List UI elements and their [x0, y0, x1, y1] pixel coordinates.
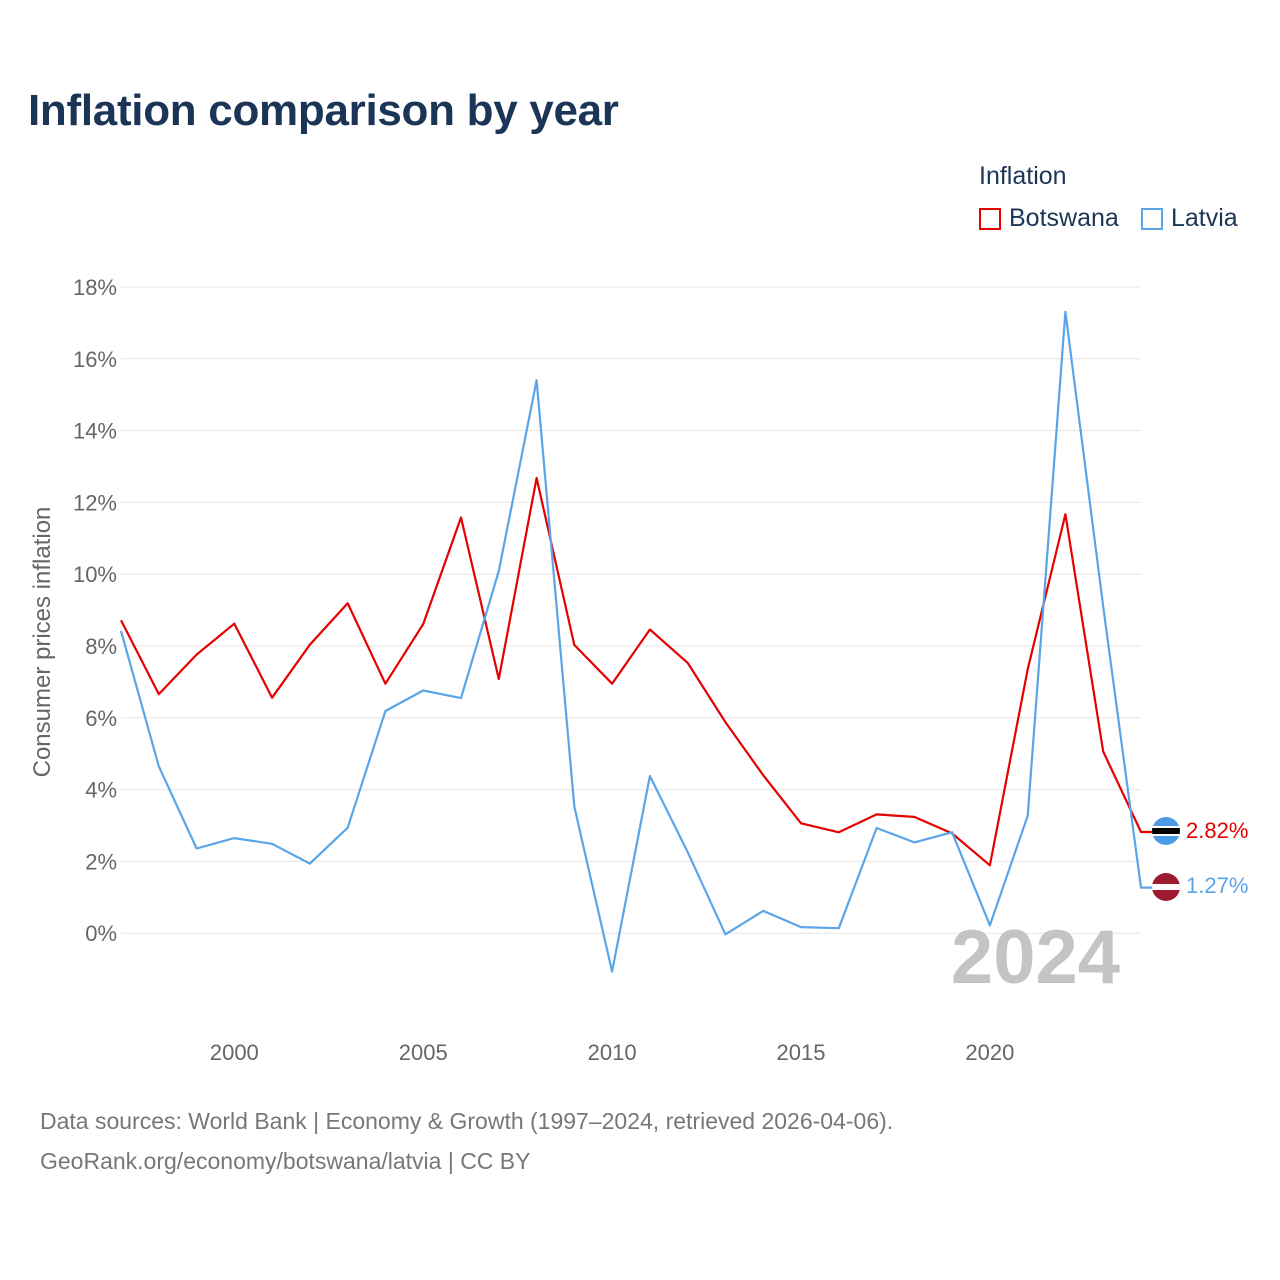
- legend-item-botswana[interactable]: Botswana: [979, 204, 1119, 233]
- end-label-latvia: 1.27%: [1186, 873, 1248, 898]
- y-tick-label: 0%: [85, 921, 117, 946]
- legend-swatch-botswana: [979, 207, 1001, 230]
- series-lines: [119, 310, 1152, 973]
- year-watermark: 2024: [951, 915, 1120, 1000]
- legend-swatch-latvia: [1141, 207, 1163, 230]
- flag-botswana-icon: [1152, 817, 1180, 845]
- y-tick-label: 4%: [85, 778, 117, 803]
- y-tick-label: 6%: [85, 706, 117, 731]
- source-line-1: Data sources: World Bank | Economy & Gro…: [40, 1108, 894, 1134]
- y-tick-label: 10%: [73, 562, 117, 587]
- y-tick-label: 14%: [73, 419, 117, 444]
- series-line-latvia[interactable]: [119, 310, 1152, 973]
- y-tick-label: 18%: [73, 275, 117, 300]
- x-tick-label: 2000: [210, 1040, 259, 1065]
- chart-title: Inflation comparison by year: [28, 86, 619, 135]
- x-tick-label: 2010: [588, 1040, 637, 1065]
- flag-latvia-icon: [1152, 873, 1180, 901]
- line-chart: 0%2%4%6%8%10%12%14%16%18% 2000 2005 2010 20…: [29, 275, 1248, 1065]
- y-axis-ticks: 0% 2% 4% 6% 8% 10% 12% 14% 16% 18%: [73, 275, 117, 946]
- y-tick-label: 16%: [73, 347, 117, 372]
- y-tick-label: 12%: [73, 490, 117, 515]
- end-label-botswana: 2.82%: [1186, 818, 1248, 843]
- legend-title: Inflation: [979, 162, 1067, 190]
- x-tick-label: 2005: [399, 1040, 448, 1065]
- legend-item-latvia[interactable]: Latvia: [1141, 204, 1238, 233]
- x-tick-label: 2015: [777, 1040, 826, 1065]
- series-line-botswana[interactable]: [120, 476, 1152, 867]
- y-tick-label: 8%: [85, 634, 117, 659]
- y-tick-label: 2%: [85, 849, 117, 874]
- y-axis-label: Consumer prices inflation: [29, 507, 56, 778]
- legend-label-botswana: Botswana: [1009, 204, 1119, 232]
- x-tick-label: 2020: [965, 1040, 1014, 1065]
- x-axis-ticks: 2000 2005 2010 2015 2020: [210, 1040, 1015, 1065]
- legend-label-latvia: Latvia: [1171, 204, 1238, 232]
- source-line-2[interactable]: GeoRank.org/economy/botswana/latvia | CC…: [40, 1148, 531, 1174]
- grid-lines: [121, 286, 1141, 934]
